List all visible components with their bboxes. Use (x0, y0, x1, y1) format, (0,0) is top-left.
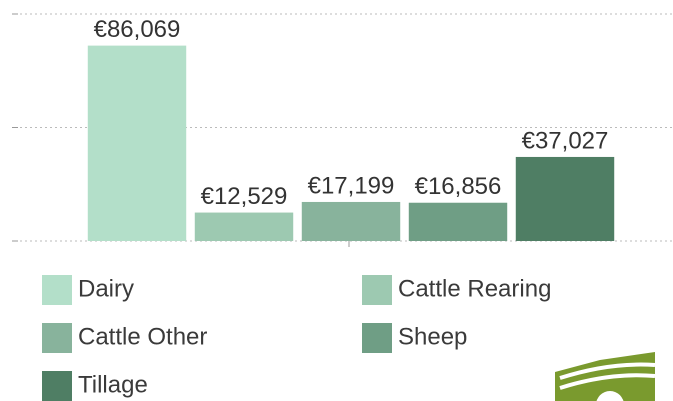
value-label: €17,199 (308, 172, 395, 199)
bar (301, 201, 401, 241)
value-label: €37,027 (522, 127, 609, 154)
bar (515, 156, 615, 241)
value-label: €16,856 (415, 173, 502, 200)
legend-swatch (42, 371, 72, 401)
legend-swatch (42, 275, 72, 305)
bar (194, 212, 294, 241)
value-label: €12,529 (201, 183, 288, 210)
legend-swatch (42, 323, 72, 353)
logo (555, 352, 656, 401)
value-label: €86,069 (94, 16, 181, 43)
bar (408, 202, 508, 241)
legend-label: Sheep (398, 323, 467, 350)
legend-swatch (362, 275, 392, 305)
legend-label: Cattle Other (78, 323, 207, 350)
legend-label: Tillage (78, 371, 148, 398)
legend-swatch (362, 323, 392, 353)
bar (87, 45, 187, 242)
legend-label: Cattle Rearing (398, 275, 551, 302)
legend-label: Dairy (78, 275, 134, 302)
